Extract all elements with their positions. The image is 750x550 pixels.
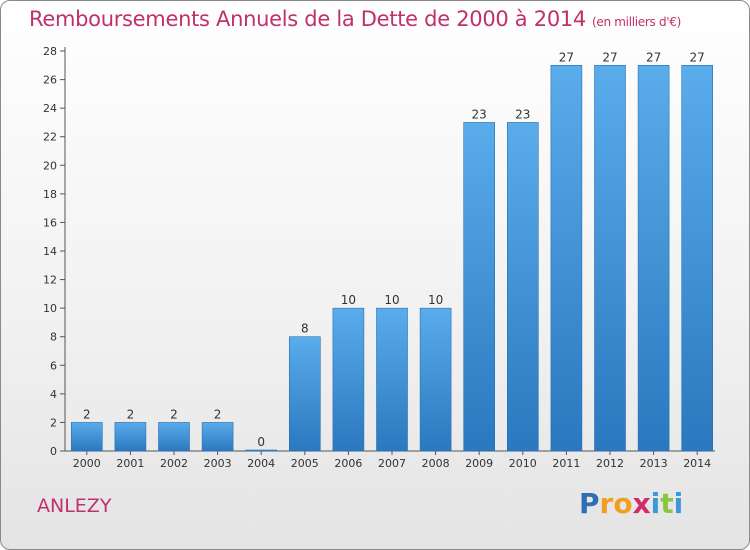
x-tick-label: 2001: [116, 457, 144, 470]
bar-2010: [506, 122, 539, 452]
x-tick-label: 2006: [334, 457, 362, 470]
bar-2000: [71, 422, 103, 452]
y-tick-label: 0: [50, 445, 57, 458]
bar-value-label: 2: [214, 407, 222, 421]
y-tick-label: 10: [43, 302, 57, 315]
bar-2003: [201, 422, 234, 452]
logo-letter: P: [579, 487, 600, 520]
bar-value-label: 2: [170, 407, 178, 421]
x-tick-label: 2003: [204, 457, 232, 470]
bar-2011: [550, 64, 583, 452]
y-tick-label: 28: [43, 45, 57, 58]
logo-letter: r: [599, 487, 614, 520]
bar-value-label: 27: [559, 50, 574, 64]
logo-letter: i: [650, 487, 661, 520]
bar-value-label: 2: [127, 407, 135, 421]
y-tick-label: 12: [43, 274, 57, 287]
bar-2008: [419, 307, 452, 452]
bar-value-label: 27: [646, 50, 661, 64]
y-tick-label: 26: [43, 74, 57, 87]
logo-letter: x: [632, 487, 651, 520]
chart-title: Remboursements Annuels de la Dette de 20…: [29, 7, 681, 31]
x-tick-label: 2000: [73, 457, 101, 470]
bar-value-label: 27: [690, 50, 705, 64]
x-tick-label: 2011: [552, 457, 580, 470]
x-tick-label: 2010: [509, 457, 537, 470]
y-tick-label: 22: [43, 131, 57, 144]
y-tick-label: 4: [50, 388, 57, 401]
x-tick-label: 2013: [640, 457, 668, 470]
bars: 2 2 2 2 0 8 10 10 10 23 23 27 27 27 27: [71, 50, 714, 452]
bar-value-label: 10: [384, 293, 399, 307]
x-tick-label: 2014: [683, 457, 711, 470]
bar-2007: [376, 307, 408, 452]
bar-2012: [594, 64, 626, 452]
chart-title-text: Remboursements Annuels de la Dette de 20…: [29, 7, 586, 31]
bar-2009: [463, 122, 496, 452]
y-tick-label: 8: [50, 331, 57, 344]
bar-2001: [114, 422, 147, 452]
y-tick-label: 20: [43, 159, 57, 172]
x-tick-label: 2005: [291, 457, 319, 470]
bar-value-label: 8: [301, 322, 309, 336]
y-tick-label: 14: [43, 245, 57, 258]
logo-letter: t: [660, 487, 674, 520]
bar-value-label: 0: [257, 435, 265, 449]
y-tick-label: 16: [43, 216, 57, 229]
y-tick-label: 6: [50, 359, 57, 372]
bar-value-label: 27: [602, 50, 617, 64]
bar-2006: [332, 307, 365, 452]
x-tick-label: 2004: [247, 457, 275, 470]
bar-value-label: 23: [472, 107, 487, 121]
logo-letter: o: [613, 487, 633, 520]
x-tick-label: 2007: [378, 457, 406, 470]
place-name: ANLEZY: [37, 495, 112, 517]
y-tick-label: 18: [43, 188, 57, 201]
bar-2002: [158, 422, 190, 452]
bar-2014: [681, 64, 714, 452]
x-axis: 2000 2001 2002 2003 2004 2005 2006 2007 2008 2009…: [65, 450, 715, 470]
bar-2004: [245, 449, 277, 452]
x-tick-label: 2009: [465, 457, 493, 470]
chart-subtitle: (en milliers d'€): [592, 15, 682, 29]
x-tick-label: 2012: [596, 457, 624, 470]
proxiti-logo: Proxiti: [579, 487, 683, 520]
y-tick-label: 2: [50, 416, 57, 429]
bar-value-label: 23: [515, 107, 530, 121]
x-tick-label: 2002: [160, 457, 188, 470]
bar-2005: [288, 336, 321, 452]
bar-value-label: 10: [341, 293, 356, 307]
x-tick-label: 2008: [422, 457, 450, 470]
bar-value-label: 10: [428, 293, 443, 307]
bar-value-label: 2: [83, 407, 91, 421]
logo-letter: i: [673, 487, 684, 520]
y-tick-label: 24: [43, 102, 57, 115]
bar-2013: [637, 64, 670, 452]
